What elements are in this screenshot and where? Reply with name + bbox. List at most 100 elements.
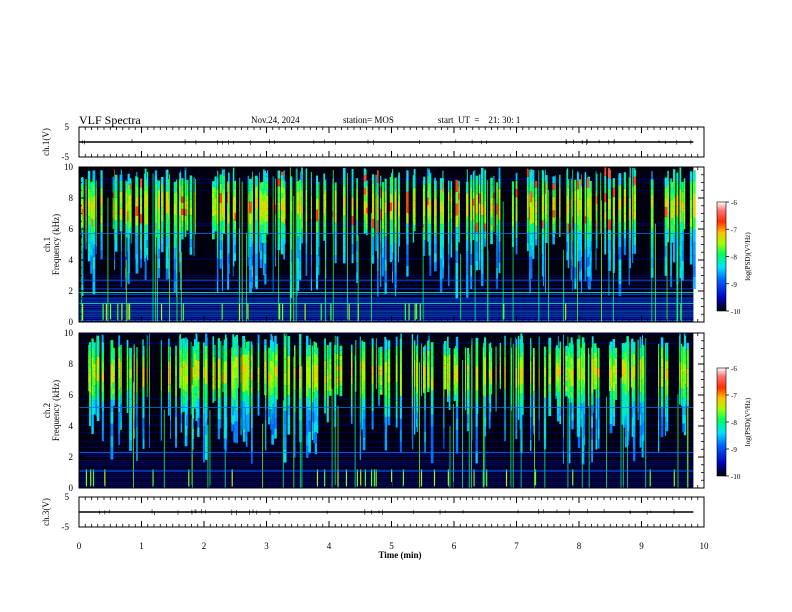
spectral-element — [232, 196, 235, 204]
spectral-element — [371, 411, 374, 421]
spectral-element — [259, 259, 263, 269]
spectral-element — [493, 192, 495, 199]
spectral-element — [565, 355, 568, 362]
spectral-element — [350, 344, 353, 353]
spectral-element — [197, 379, 200, 390]
spectral-element — [472, 185, 475, 192]
spectral-element — [362, 370, 366, 381]
spectral-element — [110, 423, 114, 436]
spectral-element — [233, 410, 236, 422]
spectral-element — [184, 353, 187, 359]
spectral-element — [455, 227, 459, 240]
spectral-element — [216, 235, 219, 247]
spectral-element — [301, 182, 303, 191]
spectral-element — [334, 198, 337, 207]
spectral-element — [251, 220, 253, 227]
spectral-element — [412, 437, 414, 450]
spectral-element — [259, 250, 263, 260]
spectral-element — [412, 195, 415, 203]
spectral-element — [219, 230, 222, 241]
spectral-element — [504, 335, 506, 347]
spectral-element — [114, 197, 118, 206]
spectral-element — [455, 215, 459, 228]
spectral-element — [231, 389, 234, 398]
spectral-element — [555, 357, 557, 363]
spectral-element — [639, 392, 642, 404]
spectral-element — [184, 337, 187, 343]
spectral-element — [552, 217, 555, 225]
spectral-element — [428, 231, 431, 240]
spectral-element — [563, 450, 564, 464]
spectral-element — [255, 275, 258, 288]
spectral-element — [120, 251, 122, 264]
spectral-element — [184, 386, 187, 392]
spectral-element — [182, 338, 185, 346]
spectral-element — [180, 367, 183, 377]
spectral-element — [371, 192, 375, 202]
spectral-element — [305, 189, 308, 201]
spectral-element — [597, 368, 600, 379]
spectral-element — [93, 349, 96, 357]
spectral-element — [465, 403, 467, 411]
spectral-element — [165, 268, 169, 280]
spectral-element — [290, 249, 293, 262]
spectral-element — [167, 179, 170, 190]
spectral-element — [466, 181, 469, 194]
spectral-element — [140, 214, 143, 224]
spectral-element — [247, 247, 249, 257]
spectral-element — [168, 346, 170, 354]
spectral-element — [515, 221, 518, 230]
spectral-element — [269, 395, 273, 403]
spectral-element — [554, 187, 556, 193]
spectral-element — [265, 419, 267, 430]
spectral-element — [580, 257, 582, 270]
spectral-element — [255, 186, 258, 198]
spectral-element — [179, 344, 182, 351]
spectral-element — [245, 378, 248, 385]
spectral-element — [89, 409, 91, 418]
spectral-element — [325, 239, 327, 249]
spectral-element — [559, 218, 561, 225]
spectral-element — [377, 258, 379, 272]
spectral-element — [334, 238, 337, 248]
spectral-element — [567, 205, 570, 215]
spectral-element — [631, 397, 634, 408]
spectral-element — [399, 395, 402, 408]
spectral-element — [664, 343, 667, 353]
spectral-element — [629, 197, 631, 208]
spectral-element — [261, 224, 264, 231]
colorbar-tick-label: -7 — [731, 392, 737, 400]
spectral-element — [504, 356, 506, 368]
spectral-element — [521, 407, 524, 415]
spectral-element — [670, 181, 674, 188]
spectral-element — [114, 259, 115, 270]
spectral-element — [85, 242, 87, 250]
spectral-element — [299, 260, 302, 271]
spectral-element — [375, 343, 377, 349]
colorbar — [716, 367, 727, 477]
spectral-element — [515, 246, 518, 255]
spectral-element — [366, 207, 368, 214]
spectral-element — [612, 399, 616, 409]
spectral-element — [184, 380, 187, 387]
spectral-element — [235, 410, 239, 422]
spectral-element — [474, 198, 476, 208]
spectral-element — [414, 378, 416, 388]
spectral-element — [490, 230, 493, 238]
spectral-element — [214, 220, 217, 227]
spectral-element — [135, 196, 139, 207]
spectral-element — [587, 353, 589, 360]
spectral-element — [283, 372, 287, 386]
spectral-element — [144, 191, 146, 201]
spectral-element — [375, 368, 377, 374]
spectral-element — [112, 365, 115, 371]
spectral-element — [287, 405, 291, 415]
spectral-element — [220, 402, 222, 411]
spectral-element — [609, 350, 613, 360]
spectral-element — [120, 228, 122, 241]
spectral-element — [532, 399, 535, 409]
spectral-element — [204, 333, 208, 346]
spectral-element — [250, 380, 253, 387]
spectral-element — [339, 345, 343, 351]
spectral-element — [529, 281, 531, 294]
